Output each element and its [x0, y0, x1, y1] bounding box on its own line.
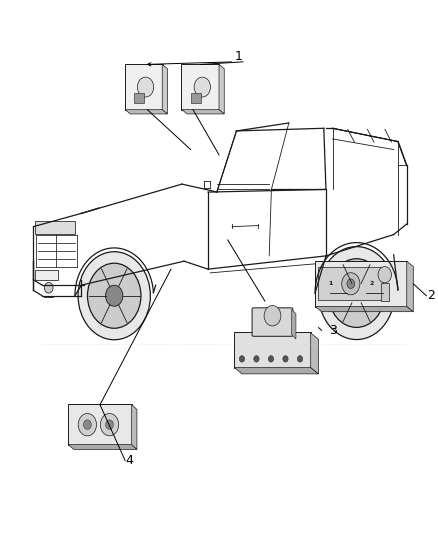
Text: 2: 2 — [427, 289, 434, 302]
Polygon shape — [68, 445, 137, 449]
Circle shape — [194, 77, 211, 97]
Text: 3: 3 — [328, 324, 336, 337]
Polygon shape — [132, 405, 137, 449]
Circle shape — [78, 252, 150, 340]
Circle shape — [328, 259, 385, 327]
FancyBboxPatch shape — [318, 268, 383, 300]
Circle shape — [83, 420, 91, 430]
Text: 4: 4 — [126, 454, 134, 467]
Polygon shape — [311, 333, 318, 374]
FancyBboxPatch shape — [181, 64, 219, 110]
FancyBboxPatch shape — [191, 93, 201, 103]
Circle shape — [318, 247, 395, 340]
Circle shape — [264, 305, 281, 326]
FancyBboxPatch shape — [314, 261, 407, 307]
Circle shape — [78, 414, 96, 436]
Polygon shape — [125, 110, 167, 114]
Circle shape — [297, 356, 303, 362]
FancyBboxPatch shape — [134, 93, 144, 103]
Polygon shape — [162, 64, 167, 114]
FancyBboxPatch shape — [35, 270, 58, 280]
FancyBboxPatch shape — [381, 283, 389, 302]
Circle shape — [100, 414, 119, 436]
Circle shape — [378, 266, 392, 283]
FancyBboxPatch shape — [234, 333, 311, 368]
Circle shape — [347, 279, 355, 288]
Circle shape — [44, 282, 53, 293]
Polygon shape — [182, 110, 224, 114]
Circle shape — [347, 282, 366, 304]
FancyBboxPatch shape — [68, 404, 132, 445]
FancyBboxPatch shape — [252, 308, 293, 336]
Circle shape — [283, 356, 288, 362]
Circle shape — [342, 273, 360, 295]
Circle shape — [106, 420, 113, 430]
Circle shape — [254, 356, 259, 362]
Polygon shape — [234, 368, 318, 374]
Circle shape — [88, 263, 141, 328]
Polygon shape — [407, 261, 413, 312]
Text: 1: 1 — [328, 281, 332, 286]
Circle shape — [239, 356, 244, 362]
Polygon shape — [315, 306, 413, 312]
Text: 2: 2 — [369, 281, 374, 286]
Circle shape — [268, 356, 274, 362]
Polygon shape — [219, 64, 224, 114]
Circle shape — [106, 285, 123, 306]
Polygon shape — [292, 310, 296, 339]
Circle shape — [138, 77, 154, 97]
FancyBboxPatch shape — [125, 64, 162, 110]
FancyBboxPatch shape — [35, 221, 75, 234]
Text: 1: 1 — [235, 50, 243, 63]
